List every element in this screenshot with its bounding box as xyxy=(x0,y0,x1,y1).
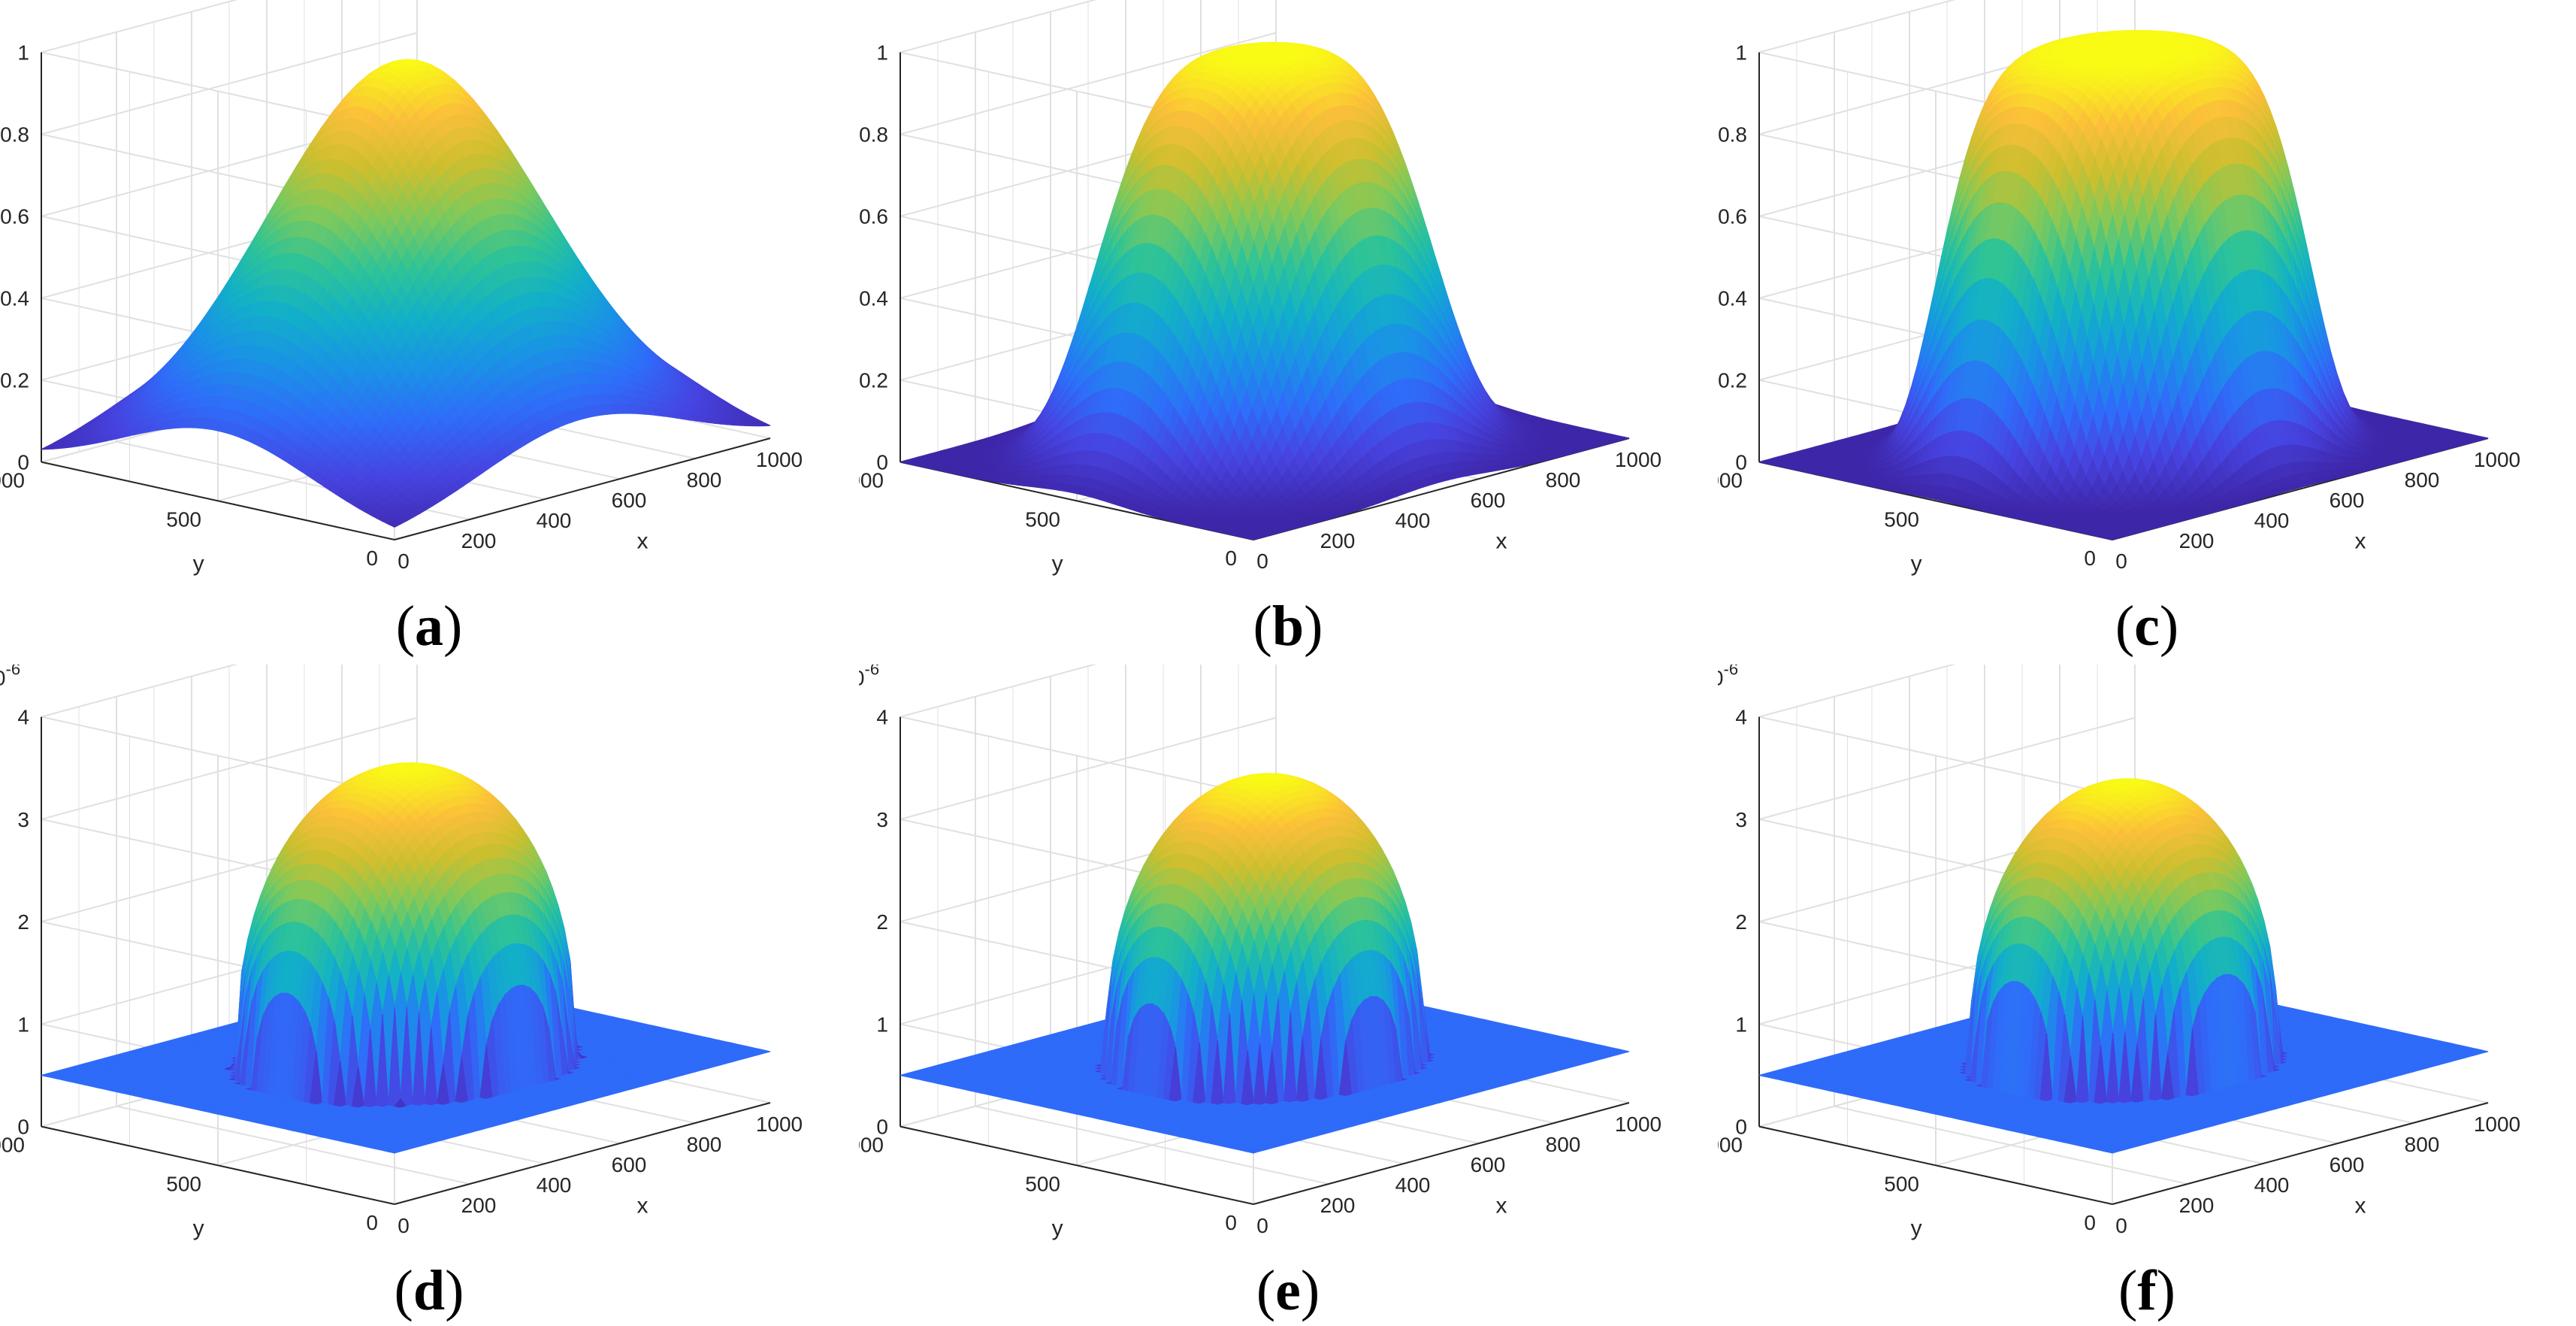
caption-a: (a) xyxy=(0,594,858,659)
z-tick-label: 0.8 xyxy=(0,123,29,147)
surface-plot-b: 020040060080010000500100000.20.40.60.81x… xyxy=(859,0,1661,576)
surface-patch xyxy=(387,520,402,528)
z-tick-label: 0 xyxy=(17,451,29,474)
surface xyxy=(41,59,771,528)
y-tick-label: 0 xyxy=(366,546,378,570)
x-tick-label: 1000 xyxy=(756,448,803,471)
y-axis-line xyxy=(41,461,395,540)
surface-plot-a: 020040060080010000500100000.20.40.60.81x… xyxy=(0,0,803,576)
x-axis-label: x xyxy=(637,529,649,554)
x-tick-label: 200 xyxy=(461,529,497,552)
panel-b: 020040060080010000500100000.20.40.60.81x… xyxy=(859,0,1717,661)
x-tick-label: 600 xyxy=(612,489,647,512)
y-tick-label: 500 xyxy=(166,507,201,531)
panel-a: 020040060080010000500100000.20.40.60.81x… xyxy=(0,0,858,661)
z-tick-label: 0.4 xyxy=(0,287,29,310)
surface xyxy=(899,41,1630,540)
x-tick-label: 800 xyxy=(687,468,722,492)
grid-line-z-right xyxy=(41,0,238,53)
z-tick-label: 0.2 xyxy=(0,369,29,392)
y-axis-label: y xyxy=(193,551,204,576)
x-tick-label: 0 xyxy=(398,549,410,573)
x-tick-label: 400 xyxy=(537,509,572,532)
x-axis-line xyxy=(394,437,771,540)
z-tick-label: 1 xyxy=(17,41,29,65)
grid-line-z-right xyxy=(899,0,1097,53)
z-tick-label: 0.6 xyxy=(0,205,29,229)
y-tick-label: 1000 xyxy=(0,469,25,492)
